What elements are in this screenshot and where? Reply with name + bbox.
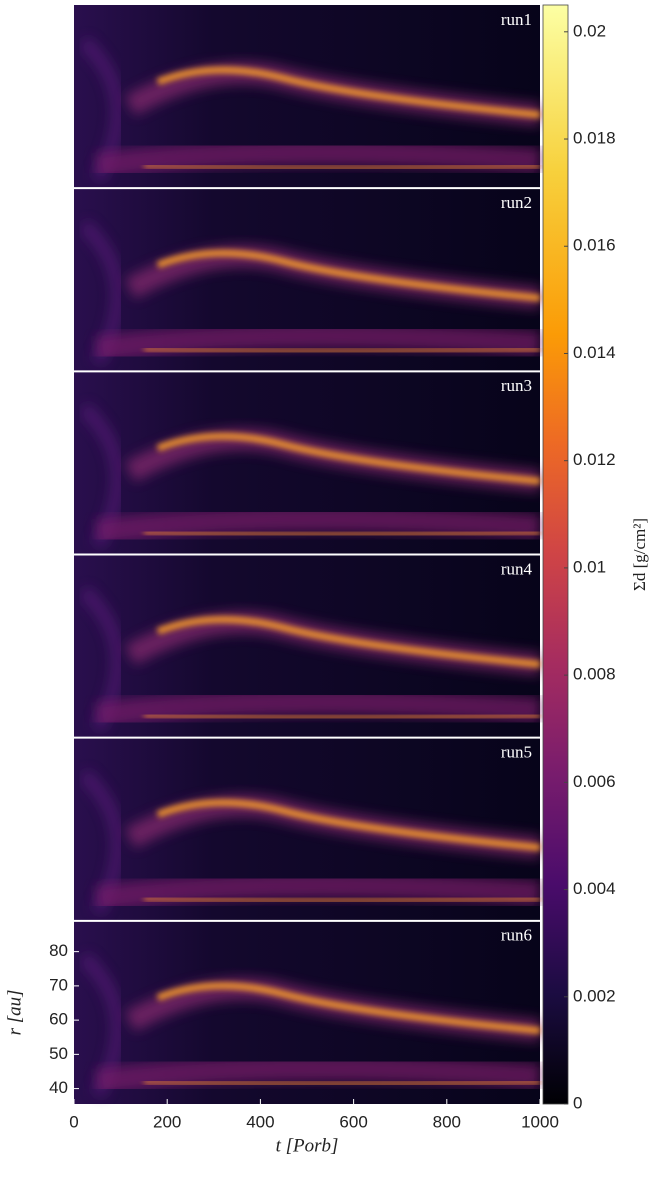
lower-band-glow [95,322,541,363]
upper-ridge [156,615,541,668]
colorbar-tick-label: 0.004 [573,879,616,898]
heatmap-panel: run2 [74,188,542,372]
colorbar [542,4,569,1105]
y-tick-label: 50 [49,1044,68,1063]
heatmap-panel: run5 [74,737,542,921]
colorbar-tick-label: 0 [573,1093,582,1112]
y-axis-label: r [au] [4,989,25,1035]
x-tick-label: 600 [339,1112,367,1131]
colorbar-tick-label: 0.02 [573,21,606,40]
x-tick-label: 400 [246,1112,274,1131]
panel-label: run1 [501,10,532,29]
panel-label: run4 [501,559,533,578]
lower-band-glow [95,1055,541,1095]
lower-band-glow [95,139,541,180]
x-tick-label: 0 [69,1112,78,1131]
panel-label: run3 [501,376,532,395]
panel-label: run5 [501,743,532,762]
panel-label: run2 [501,193,532,212]
colorbar-tick-label: 0.008 [573,665,616,684]
lower-band [143,1080,541,1086]
lower-band [143,347,541,354]
colorbar-tick-label: 0.014 [573,343,616,362]
lower-band [143,713,541,720]
upper-ridge [156,982,541,1035]
upper-ridge [156,799,541,852]
y-tick-label: 70 [49,975,68,994]
colorbar-label: Σd [g/cm²] [630,518,649,591]
lower-band [143,896,541,903]
heatmap-panel: run3 [74,371,542,555]
colorbar-tick-label: 0.016 [573,236,616,255]
y-tick-label: 80 [49,941,68,960]
y-tick-label: 40 [49,1078,68,1097]
heatmap-panel: run4 [74,554,542,738]
heatmap-panel: run1 [74,5,542,189]
lower-band-glow [95,506,541,546]
lower-band [143,530,541,537]
upper-ridge [156,249,541,302]
lower-band [143,164,541,171]
colorbar-tick-label: 0.01 [573,557,606,576]
colorbar-tick-label: 0.002 [573,986,616,1005]
upper-ridge [156,66,541,119]
lower-band-glow [95,872,541,912]
colorbar-tick-label: 0.018 [573,129,616,148]
y-tick-label: 60 [49,1010,68,1029]
x-axis-label: t [Porb] [276,1135,339,1156]
panel-label: run6 [501,926,532,945]
x-tick-label: 800 [433,1112,461,1131]
lower-band-glow [95,689,541,729]
colorbar-tick-label: 0.012 [573,450,616,469]
heatmap-panel: run6 [74,920,542,1104]
x-tick-label: 1000 [521,1112,559,1131]
upper-ridge [156,432,541,485]
colorbar-tick-label: 0.006 [573,772,616,791]
x-tick-label: 200 [153,1112,181,1131]
